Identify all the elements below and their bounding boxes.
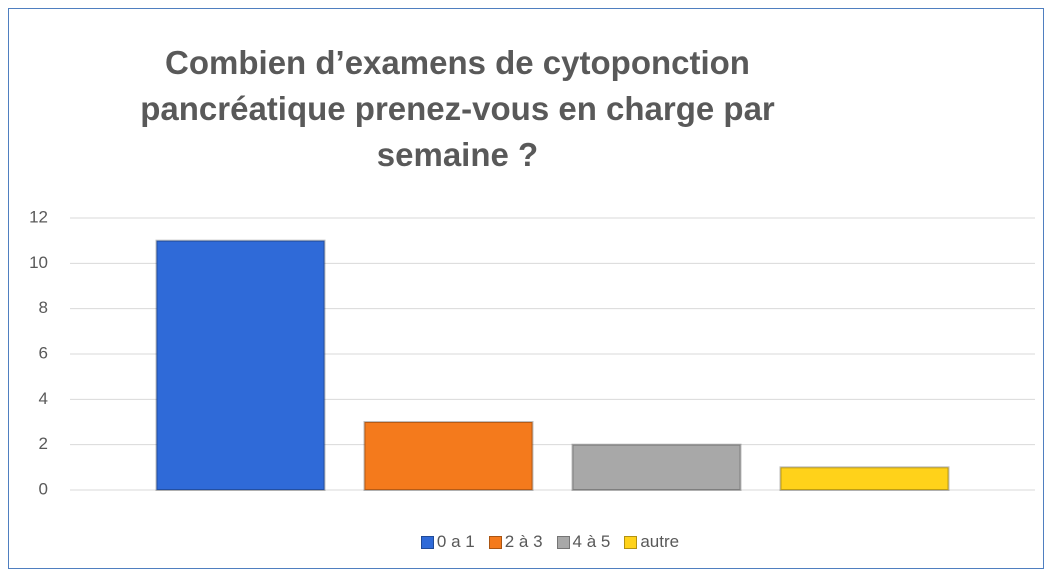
y-tick-label: 12 bbox=[29, 207, 48, 226]
y-tick-label: 2 bbox=[39, 434, 48, 453]
y-tick-label: 8 bbox=[39, 298, 48, 317]
legend-swatch bbox=[624, 535, 638, 549]
bar bbox=[155, 239, 326, 491]
y-tick-label: 6 bbox=[39, 343, 48, 362]
y-tick-label: 10 bbox=[29, 253, 48, 272]
y-tick-label: 4 bbox=[39, 389, 48, 408]
legend-item: autre bbox=[624, 532, 679, 552]
legend-swatch bbox=[420, 535, 434, 549]
legend-label: 4 à 5 bbox=[572, 532, 611, 551]
legend-swatch bbox=[556, 535, 570, 549]
legend-label: 2 à 3 bbox=[504, 532, 543, 551]
chart-title: Combien d’examens de cytoponction pancré… bbox=[140, 44, 775, 173]
legend: 0 a 1 2 à 3 4 à 5 autre bbox=[0, 532, 1050, 552]
bar bbox=[571, 443, 742, 491]
y-tick-label: 0 bbox=[39, 479, 48, 498]
chart-frame bbox=[8, 8, 1044, 569]
bar bbox=[779, 466, 950, 492]
bar bbox=[363, 421, 534, 491]
legend-label: 0 a 1 bbox=[436, 532, 475, 551]
legend-swatch bbox=[488, 535, 502, 549]
legend-label: autre bbox=[640, 532, 680, 551]
legend-item: 0 a 1 bbox=[420, 532, 475, 552]
legend-item: 4 à 5 bbox=[556, 532, 611, 552]
legend-item: 2 à 3 bbox=[488, 532, 543, 552]
